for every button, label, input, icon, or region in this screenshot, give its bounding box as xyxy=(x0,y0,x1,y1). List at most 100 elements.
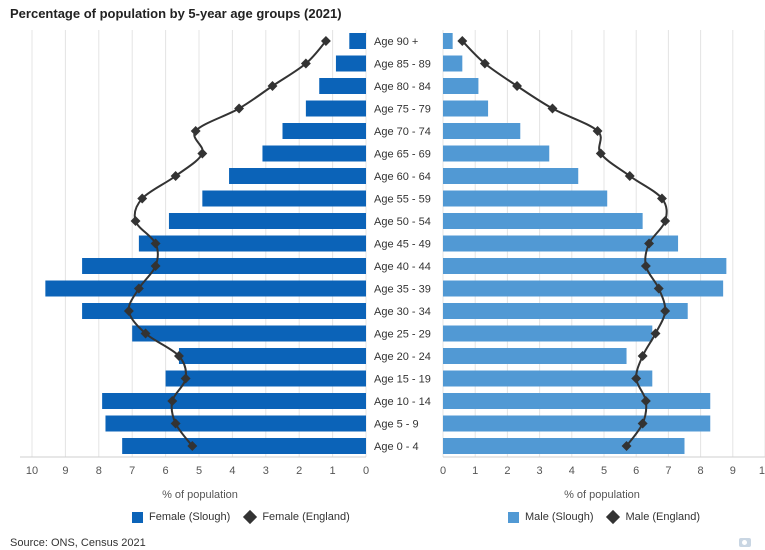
male-england-marker[interactable] xyxy=(640,396,651,406)
camera-icon[interactable] xyxy=(739,538,751,547)
female-bar[interactable] xyxy=(165,370,366,387)
female-england-marker[interactable] xyxy=(187,441,198,451)
male-bar[interactable] xyxy=(443,213,643,229)
female-bar[interactable] xyxy=(305,100,366,117)
male-england-marker[interactable] xyxy=(640,261,651,271)
male-bar[interactable] xyxy=(443,415,711,432)
female-england-marker[interactable] xyxy=(197,148,208,159)
female-england-marker[interactable] xyxy=(137,193,148,204)
male-tick-label: 2 xyxy=(504,465,510,477)
male-england-marker[interactable] xyxy=(650,328,661,339)
male-tick-label: 8 xyxy=(698,465,704,477)
legend-female-england[interactable]: Female (England) xyxy=(242,509,350,525)
age-group-label: Age 70 - 74 xyxy=(374,126,431,138)
female-england-marker[interactable] xyxy=(130,216,141,226)
female-england-marker[interactable] xyxy=(190,126,201,136)
female-bar[interactable] xyxy=(168,213,366,229)
male-england-marker[interactable] xyxy=(660,216,671,226)
female-bar[interactable] xyxy=(132,325,366,342)
female-bar[interactable] xyxy=(122,438,367,454)
female-bar[interactable] xyxy=(335,55,366,72)
female-england-marker[interactable] xyxy=(174,351,184,361)
male-bar[interactable] xyxy=(443,145,550,162)
female-england-marker[interactable] xyxy=(167,396,178,406)
male-tick-label: 1 xyxy=(472,465,478,477)
male-england-marker[interactable] xyxy=(657,193,667,204)
female-bar[interactable] xyxy=(202,190,366,207)
male-bar[interactable] xyxy=(443,100,489,117)
age-group-label: Age 10 - 14 xyxy=(374,396,431,408)
male-bar[interactable] xyxy=(443,55,463,72)
female-legend: Female (Slough) Female (England) xyxy=(132,509,362,525)
male-england-marker[interactable] xyxy=(595,148,606,159)
female-bar[interactable] xyxy=(105,415,366,432)
age-group-label: Age 35 - 39 xyxy=(374,284,431,296)
chart-title: Percentage of population by 5-year age g… xyxy=(10,6,342,21)
age-group-label: Age 50 - 54 xyxy=(374,216,431,228)
female-bar[interactable] xyxy=(349,33,366,49)
male-england-marker[interactable] xyxy=(512,81,523,91)
male-x-axis-label: % of population xyxy=(564,489,640,501)
male-tick-label: 7 xyxy=(665,465,671,477)
source-note: Source: ONS, Census 2021 xyxy=(10,537,146,549)
male-england-marker[interactable] xyxy=(547,103,558,114)
female-bar[interactable] xyxy=(229,168,366,184)
female-bar[interactable] xyxy=(178,348,366,364)
male-england-marker[interactable] xyxy=(660,306,671,316)
male-england-marker[interactable] xyxy=(624,171,635,181)
male-tick-label: 4 xyxy=(569,465,575,477)
male-bar[interactable] xyxy=(443,33,453,49)
female-england-marker[interactable] xyxy=(133,283,144,294)
male-tick-label: 9 xyxy=(730,465,736,477)
female-england-marker[interactable] xyxy=(170,418,181,429)
female-bar[interactable] xyxy=(45,280,367,297)
male-bar[interactable] xyxy=(443,258,727,274)
female-england-marker[interactable] xyxy=(180,373,191,384)
male-bar[interactable] xyxy=(443,190,608,207)
male-bar[interactable] xyxy=(443,370,653,387)
age-group-label: Age 40 - 44 xyxy=(374,261,431,273)
female-bar[interactable] xyxy=(82,258,366,274)
female-tick-label: 2 xyxy=(296,465,302,477)
female-england-marker[interactable] xyxy=(150,238,161,249)
legend-female-england-label: Female (England) xyxy=(262,511,350,523)
female-tick-label: 4 xyxy=(229,465,235,477)
male-england-marker[interactable] xyxy=(653,283,664,294)
female-x-axis-label: % of population xyxy=(162,489,238,501)
female-bar[interactable] xyxy=(319,78,366,94)
legend-male-slough[interactable]: Male (Slough) xyxy=(508,511,593,523)
female-bar[interactable] xyxy=(262,145,366,162)
male-bar[interactable] xyxy=(443,235,679,252)
male-bar[interactable] xyxy=(443,280,724,297)
male-bar[interactable] xyxy=(443,325,653,342)
legend-female-slough[interactable]: Female (Slough) xyxy=(132,511,230,523)
male-bar[interactable] xyxy=(443,168,579,184)
female-england-marker[interactable] xyxy=(170,171,181,181)
male-bar[interactable] xyxy=(443,438,685,454)
male-england-marker[interactable] xyxy=(637,351,648,361)
male-bar[interactable] xyxy=(443,123,521,139)
male-england-marker[interactable] xyxy=(637,418,648,429)
age-group-label: Age 80 - 84 xyxy=(374,81,431,93)
male-bar[interactable] xyxy=(443,393,711,409)
male-bar[interactable] xyxy=(443,348,627,364)
male-bar[interactable] xyxy=(443,303,688,319)
female-england-marker[interactable] xyxy=(140,328,151,339)
male-tick-label: 3 xyxy=(537,465,543,477)
male-bar[interactable] xyxy=(443,78,479,94)
age-group-label: Age 65 - 69 xyxy=(374,149,431,161)
male-england-marker[interactable] xyxy=(644,238,655,249)
female-bar[interactable] xyxy=(282,123,367,139)
female-bar[interactable] xyxy=(102,393,366,409)
female-england-marker[interactable] xyxy=(234,103,245,114)
legend-male-england[interactable]: Male (England) xyxy=(605,509,700,525)
age-group-label: Age 25 - 29 xyxy=(374,329,431,341)
female-bar[interactable] xyxy=(82,303,366,319)
male-england-marker[interactable] xyxy=(631,373,642,384)
female-bar[interactable] xyxy=(138,235,366,252)
female-england-marker[interactable] xyxy=(150,261,161,271)
male-tick-label: 6 xyxy=(633,465,639,477)
male-england-marker[interactable] xyxy=(592,126,603,136)
age-group-label: Age 20 - 24 xyxy=(374,351,431,363)
male-england-marker[interactable] xyxy=(621,441,632,451)
